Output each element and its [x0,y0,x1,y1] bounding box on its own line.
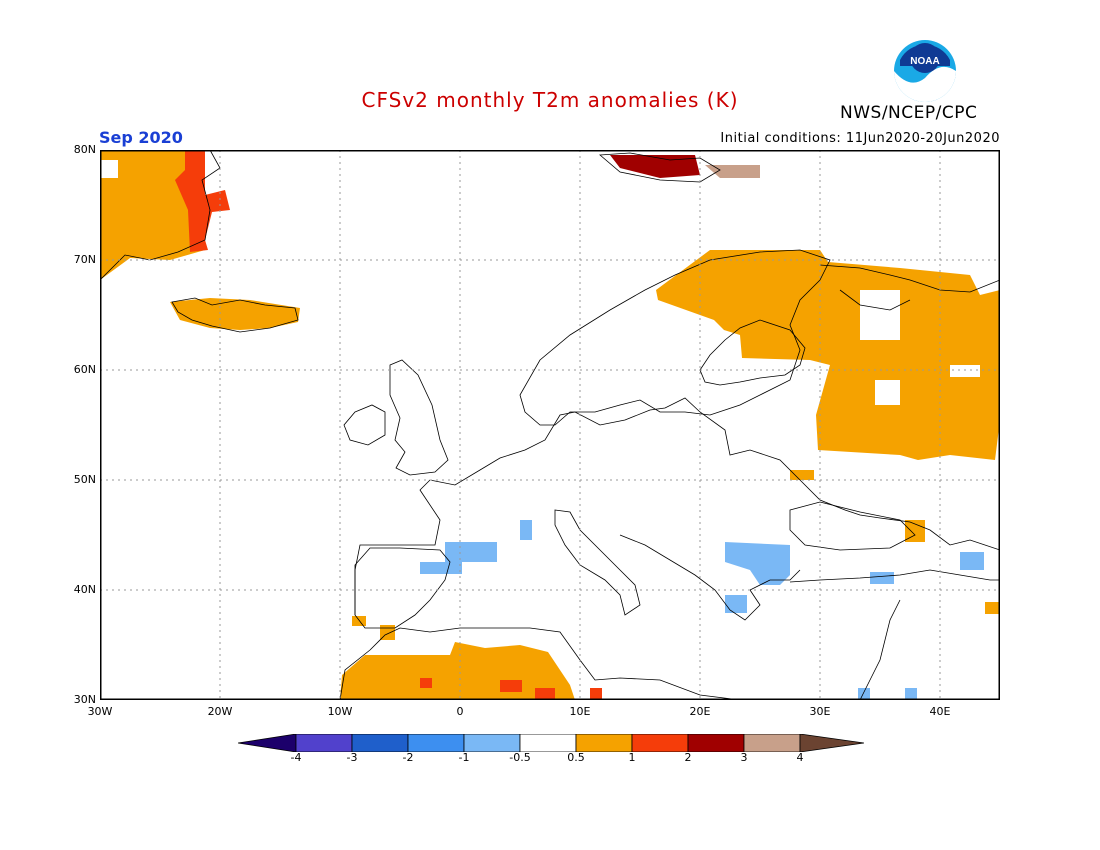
greenland-white-patch [100,160,118,178]
colorbar-label-2: 2 [684,751,692,764]
white-sea-coast [839,289,911,311]
central-russia-gap [875,380,900,405]
greenland-coast [100,150,221,281]
levant-cool-patch [858,688,870,700]
aegean-cool-patch [725,595,747,613]
north-russia-gap [860,290,900,340]
colorbar-label-neg2: -2 [402,751,414,764]
colorbar-segment-neg3-neg2 [351,734,409,752]
sinai-cool-patch [905,688,917,700]
scandinavia-coast [519,249,831,426]
iceland-warm-anomaly [170,298,300,330]
north-russia-coast [819,264,1000,293]
colorbar-segment-0p5-1 [575,734,633,752]
lat-label-30n: 30N [73,693,96,706]
colorbar-label-0p5: 0.5 [567,751,585,764]
lon-label-30e: 30E [809,705,831,718]
north-africa-warm-cell-2 [535,688,555,700]
anomaly-map [100,150,1000,700]
lon-label-10w: 10W [327,705,353,718]
lat-label-70n: 70N [73,253,96,266]
svalbard-strong-anomaly [610,155,700,178]
colorbar-label-neg3: -3 [346,751,358,764]
lon-label-20e: 20E [689,705,711,718]
colorbar-segment-neg2-neg1 [407,734,465,752]
colorbar-segment-lt-neg4 [238,734,297,752]
colorbar-label-neg0p5: -0.5 [509,751,531,764]
levant-coast [859,599,901,700]
iberia-coast [354,547,451,629]
lat-label-60n: 60N [73,363,96,376]
lon-label-0: 0 [456,705,464,718]
colorbar-segment-2-3 [687,734,745,752]
britain-coast [389,359,449,476]
colorbar-label-1: 1 [628,751,636,764]
black-sea-coast [789,501,916,551]
greenland-strong-warm-anomaly [175,150,230,252]
colorbar [238,734,864,752]
anomaly-fills [100,150,1000,700]
anatolia-warm-patch [985,602,1000,614]
lat-label-50n: 50N [73,473,96,486]
colorbar-segment-neg1-neg0p5 [463,734,521,752]
balkans-cool-patch [725,542,790,585]
colorbar-segment-neg4-neg3 [295,734,353,752]
coastlines [100,150,1000,700]
finland-coast [699,319,806,386]
lat-label-40n: 40N [73,583,96,596]
italy-coast [554,509,641,616]
continent-coast [354,397,1000,615]
colorbar-segment-neg0p5-0p5 [519,734,577,752]
spain-cool-patch [420,562,462,574]
ukraine-warm-patch [790,470,814,480]
initial-conditions: Initial conditions: 11Jun2020-20Jun2020 [720,131,1000,146]
north-africa-warm-cell-3 [420,678,432,688]
map-frame [100,150,1000,700]
noaa-logo: NOAA [894,40,956,102]
noaa-logo-text: NOAA [910,56,939,67]
agency-label: NWS/NCEP/CPC [840,103,978,123]
lat-label-80n: 80N [73,143,96,156]
figure-title: CFSv2 monthly T2m anomalies (K) [361,88,739,112]
cyprus-cool-patch [870,572,894,584]
africa-coast [339,627,741,700]
colorbar-label-4: 4 [796,751,804,764]
colorbar-segment-1-2 [631,734,689,752]
caucasus-warm-patch [905,520,925,542]
lon-label-10e: 10E [569,705,591,718]
north-africa-warm-cell-1 [500,680,522,692]
colorbar-label-neg4: -4 [290,751,302,764]
colorbar-label-3: 3 [740,751,748,764]
lon-label-20w: 20W [207,705,233,718]
graticule [100,150,1000,700]
alps-cool-patch [520,520,532,540]
scandinavia-russia-warm-anomaly [656,250,1000,460]
svalbard-extreme-anomaly [705,165,760,178]
lon-label-30w: 30W [87,705,113,718]
colorbar-label-neg1: -1 [458,751,470,764]
valid-month: Sep 2020 [99,128,183,147]
caucasus-cool-patch [960,552,984,570]
colorbar-segment-gt-4 [799,734,864,752]
pyrenees-cool-patch [445,542,497,562]
lon-label-40e: 40E [929,705,951,718]
colorbar-segment-3-4 [743,734,801,752]
volga-gap [950,365,980,377]
svalbard-coast [598,152,721,183]
ireland-coast [343,404,386,446]
portugal-coast-warm-patch [352,616,366,626]
libya-warm-cell [590,688,602,700]
iceland-coast [171,297,299,333]
anatolia-coast [789,569,1000,583]
cool-anomaly-patches [420,520,984,700]
balkan-coast [619,534,801,621]
